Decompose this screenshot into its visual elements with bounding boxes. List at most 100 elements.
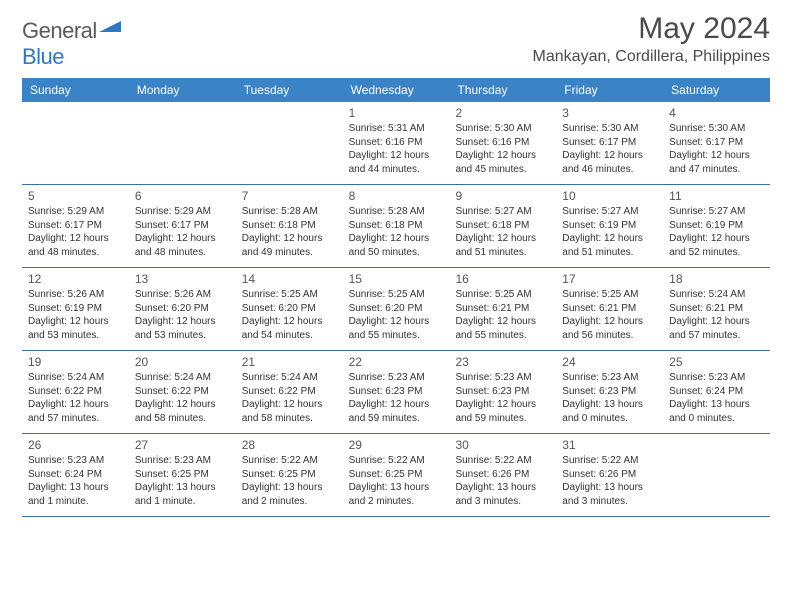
day-cell: 21Sunrise: 5:24 AMSunset: 6:22 PMDayligh… (236, 351, 343, 433)
week-row: 19Sunrise: 5:24 AMSunset: 6:22 PMDayligh… (22, 351, 770, 434)
day-number: 15 (349, 271, 444, 287)
day-header: Monday (129, 78, 236, 102)
day-detail: Daylight: 12 hours (28, 232, 123, 246)
day-detail: and 58 minutes. (242, 412, 337, 426)
day-detail: Daylight: 13 hours (135, 481, 230, 495)
day-cell: 5Sunrise: 5:29 AMSunset: 6:17 PMDaylight… (22, 185, 129, 267)
location-text: Mankayan, Cordillera, Philippines (533, 48, 770, 66)
day-detail: Daylight: 13 hours (455, 481, 550, 495)
day-detail: Sunrise: 5:30 AM (562, 122, 657, 136)
day-detail: Sunset: 6:26 PM (455, 468, 550, 482)
day-number: 1 (349, 105, 444, 121)
day-cell: 19Sunrise: 5:24 AMSunset: 6:22 PMDayligh… (22, 351, 129, 433)
day-detail: Daylight: 13 hours (669, 398, 764, 412)
logo-text: General Blue (22, 18, 121, 70)
day-detail: Sunrise: 5:27 AM (455, 205, 550, 219)
day-detail: Sunset: 6:18 PM (349, 219, 444, 233)
day-detail: and 53 minutes. (135, 329, 230, 343)
day-detail: and 3 minutes. (562, 495, 657, 509)
day-number: 27 (135, 437, 230, 453)
month-title: May 2024 (533, 12, 770, 46)
day-cell: 11Sunrise: 5:27 AMSunset: 6:19 PMDayligh… (663, 185, 770, 267)
day-detail: Sunset: 6:26 PM (562, 468, 657, 482)
day-detail: Sunrise: 5:22 AM (349, 454, 444, 468)
day-detail: Sunset: 6:18 PM (455, 219, 550, 233)
day-detail: Sunset: 6:17 PM (562, 136, 657, 150)
day-cell: 28Sunrise: 5:22 AMSunset: 6:25 PMDayligh… (236, 434, 343, 516)
day-cell: 10Sunrise: 5:27 AMSunset: 6:19 PMDayligh… (556, 185, 663, 267)
day-detail: Sunrise: 5:30 AM (455, 122, 550, 136)
day-detail: Sunset: 6:20 PM (135, 302, 230, 316)
day-detail: and 51 minutes. (562, 246, 657, 260)
day-detail: Daylight: 12 hours (349, 149, 444, 163)
day-detail: Sunrise: 5:23 AM (669, 371, 764, 385)
day-detail: and 45 minutes. (455, 163, 550, 177)
day-detail: Sunset: 6:20 PM (349, 302, 444, 316)
day-detail: Sunset: 6:21 PM (669, 302, 764, 316)
day-number: 24 (562, 354, 657, 370)
day-detail: Sunrise: 5:24 AM (135, 371, 230, 385)
day-detail: Sunrise: 5:29 AM (28, 205, 123, 219)
day-detail: Sunrise: 5:30 AM (669, 122, 764, 136)
day-detail: and 54 minutes. (242, 329, 337, 343)
day-detail: Sunset: 6:22 PM (135, 385, 230, 399)
day-detail: Sunset: 6:20 PM (242, 302, 337, 316)
day-number: 23 (455, 354, 550, 370)
day-detail: Sunset: 6:17 PM (135, 219, 230, 233)
day-detail: and 0 minutes. (669, 412, 764, 426)
day-detail: and 50 minutes. (349, 246, 444, 260)
day-detail: Sunrise: 5:31 AM (349, 122, 444, 136)
day-detail: Sunset: 6:17 PM (669, 136, 764, 150)
day-detail: and 59 minutes. (349, 412, 444, 426)
day-detail: Sunset: 6:21 PM (455, 302, 550, 316)
day-detail: Sunset: 6:22 PM (242, 385, 337, 399)
logo-triangle-icon (99, 18, 121, 32)
day-detail: and 2 minutes. (349, 495, 444, 509)
day-detail: and 51 minutes. (455, 246, 550, 260)
empty-cell (22, 102, 129, 184)
logo: General Blue (22, 18, 121, 70)
day-detail: and 48 minutes. (28, 246, 123, 260)
day-cell: 3Sunrise: 5:30 AMSunset: 6:17 PMDaylight… (556, 102, 663, 184)
day-detail: Daylight: 12 hours (242, 232, 337, 246)
empty-cell (236, 102, 343, 184)
day-detail: Sunset: 6:23 PM (455, 385, 550, 399)
day-detail: Sunrise: 5:23 AM (455, 371, 550, 385)
day-detail: Sunrise: 5:28 AM (349, 205, 444, 219)
day-detail: and 53 minutes. (28, 329, 123, 343)
day-number: 13 (135, 271, 230, 287)
day-detail: Sunset: 6:24 PM (669, 385, 764, 399)
day-cell: 17Sunrise: 5:25 AMSunset: 6:21 PMDayligh… (556, 268, 663, 350)
day-cell: 24Sunrise: 5:23 AMSunset: 6:23 PMDayligh… (556, 351, 663, 433)
day-number: 29 (349, 437, 444, 453)
day-header: Sunday (22, 78, 129, 102)
day-number: 18 (669, 271, 764, 287)
day-detail: Daylight: 12 hours (349, 315, 444, 329)
day-detail: Sunset: 6:16 PM (455, 136, 550, 150)
day-detail: and 59 minutes. (455, 412, 550, 426)
day-number: 6 (135, 188, 230, 204)
day-cell: 30Sunrise: 5:22 AMSunset: 6:26 PMDayligh… (449, 434, 556, 516)
day-number: 3 (562, 105, 657, 121)
day-detail: and 52 minutes. (669, 246, 764, 260)
day-cell: 22Sunrise: 5:23 AMSunset: 6:23 PMDayligh… (343, 351, 450, 433)
day-detail: Sunrise: 5:22 AM (242, 454, 337, 468)
day-cell: 15Sunrise: 5:25 AMSunset: 6:20 PMDayligh… (343, 268, 450, 350)
day-detail: Daylight: 12 hours (28, 315, 123, 329)
day-detail: and 3 minutes. (455, 495, 550, 509)
day-header: Thursday (449, 78, 556, 102)
day-detail: Daylight: 13 hours (28, 481, 123, 495)
day-number: 20 (135, 354, 230, 370)
day-cell: 2Sunrise: 5:30 AMSunset: 6:16 PMDaylight… (449, 102, 556, 184)
day-header: Friday (556, 78, 663, 102)
day-detail: Sunrise: 5:25 AM (562, 288, 657, 302)
day-detail: and 48 minutes. (135, 246, 230, 260)
day-detail: Daylight: 13 hours (242, 481, 337, 495)
day-number: 11 (669, 188, 764, 204)
day-cell: 25Sunrise: 5:23 AMSunset: 6:24 PMDayligh… (663, 351, 770, 433)
day-cell: 6Sunrise: 5:29 AMSunset: 6:17 PMDaylight… (129, 185, 236, 267)
day-cell: 1Sunrise: 5:31 AMSunset: 6:16 PMDaylight… (343, 102, 450, 184)
day-number: 2 (455, 105, 550, 121)
day-number: 26 (28, 437, 123, 453)
day-detail: Daylight: 12 hours (669, 149, 764, 163)
